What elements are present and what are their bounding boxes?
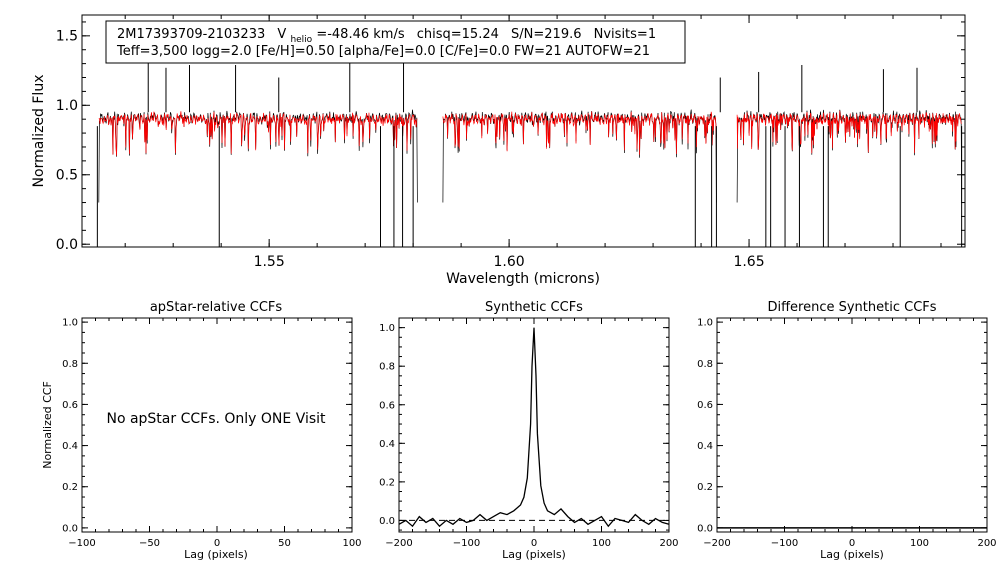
y-tick-label: 0.2 (379, 477, 395, 488)
synthetic-ccf-x-ticks: −200 −100 0 100 200 (385, 318, 679, 549)
apstar-ccf-message: No apStar CCFs. Only ONE Visit (106, 411, 326, 427)
x-tick-label: 100 (910, 538, 929, 549)
spectrum-annotation: 2M17393709-2103233 V helio =-48.46 km/s … (105, 20, 686, 64)
x-tick-label: 1.55 (254, 254, 285, 270)
y-tick-label: 0.6 (697, 400, 713, 411)
x-tick-label: −100 (771, 538, 798, 549)
annotation-line-2: Teff=3,500 logg=2.0 [Fe/H]=0.50 [alpha/F… (116, 44, 650, 59)
y-tick-label: 0.4 (62, 441, 78, 452)
y-tick-label: 1.0 (62, 318, 78, 329)
y-tick-label: 0.8 (697, 359, 713, 370)
y-tick-label: 0.0 (379, 516, 395, 527)
spectrum-plot-area (96, 53, 963, 247)
x-tick-label: 1.60 (494, 254, 525, 270)
synthetic-ccf-panel: Synthetic CCFs −200 −100 0 100 200 0.0 0.2 0.4… (379, 300, 678, 561)
y-tick-label: 1.0 (56, 98, 78, 114)
x-tick-label: 50 (278, 538, 291, 549)
x-tick-label: −100 (68, 538, 95, 549)
model-spectrum-chip-1 (98, 111, 418, 156)
difference-ccf-frame (716, 317, 988, 533)
star-id: 2M17393709-2103233 (117, 27, 265, 42)
y-tick-label: 0.5 (56, 168, 78, 184)
x-tick-label: 200 (659, 538, 678, 549)
apstar-ccf-title: apStar-relative CCFs (150, 300, 283, 315)
synthetic-ccf-curve (398, 327, 670, 528)
annotation-box (105, 20, 686, 64)
apstar-ccf-x-ticks: −100 −50 0 50 100 (68, 318, 362, 549)
y-tick-label: 0.6 (62, 400, 78, 411)
observed-spectrum-chip-2 (442, 109, 717, 203)
synthetic-ccf-plot-area (398, 327, 670, 528)
vhelio-value: =-48.46 km/s (316, 27, 405, 42)
nvisits-value: Nvisits=1 (594, 27, 656, 42)
synthetic-ccf-frame (398, 317, 670, 533)
x-tick-label: −50 (139, 538, 160, 549)
difference-ccf-panel: Difference Synthetic CCFs −200 −100 0 100 20… (697, 300, 996, 561)
y-tick-label: 0.2 (62, 482, 78, 493)
spectrum-panel: 1.55 1.60 1.65 0.0 0.5 1.0 1.5 Wavelength (mi… (31, 14, 966, 287)
synthetic-ccf-y-ticks: 0.0 0.2 0.4 0.6 0.8 1.0 (379, 317, 669, 531)
model-spectrum-chip-3 (736, 110, 962, 154)
y-tick-label: 0.0 (56, 237, 78, 253)
x-tick-label: −200 (385, 538, 412, 549)
model-spectrum-chip-2 (442, 111, 717, 155)
y-tick-label: 0.4 (379, 439, 395, 450)
difference-ccf-title: Difference Synthetic CCFs (767, 300, 936, 315)
y-tick-label: 0.0 (62, 523, 78, 534)
x-tick-label: −200 (703, 538, 730, 549)
y-tick-label: 1.0 (697, 318, 713, 329)
x-tick-label: 200 (977, 538, 996, 549)
apstar-ccf-x-axis-label: Lag (pixels) (184, 548, 248, 561)
y-tick-label: 0.2 (697, 482, 713, 493)
x-tick-label: 100 (592, 538, 611, 549)
difference-ccf-x-axis-label: Lag (pixels) (820, 548, 884, 561)
y-tick-label: 1.5 (56, 29, 78, 45)
y-tick-label: 0.0 (697, 523, 713, 534)
chisq-value: chisq=15.24 (417, 27, 499, 42)
y-tick-label: 1.0 (379, 323, 395, 334)
y-tick-label: 0.8 (379, 362, 395, 373)
y-tick-label: 0.8 (62, 359, 78, 370)
x-tick-label: 0 (849, 538, 855, 549)
x-tick-label: 0 (214, 538, 220, 549)
synthetic-ccf-x-axis-label: Lag (pixels) (502, 548, 566, 561)
spectrum-x-axis-label: Wavelength (microns) (446, 271, 600, 287)
x-tick-label: 100 (342, 538, 361, 549)
x-tick-label: −100 (453, 538, 480, 549)
difference-ccf-y-ticks: 0.0 0.2 0.4 0.6 0.8 1.0 (697, 318, 987, 534)
spectrum-frame (81, 14, 966, 248)
vhelio-subscript: helio (290, 35, 312, 45)
x-tick-label: 1.65 (733, 254, 764, 270)
spectrum-y-axis-label: Normalized Flux (31, 75, 47, 188)
vhelio-label: V (277, 27, 286, 42)
y-tick-label: 0.6 (379, 400, 395, 411)
spectrum-x-ticks: 1.55 1.60 1.65 (124, 15, 942, 270)
sn-value: S/N=219.6 (511, 27, 581, 42)
synthetic-ccf-title: Synthetic CCFs (485, 300, 583, 315)
spectrum-y-ticks: 0.0 0.5 1.0 1.5 (56, 21, 965, 253)
apstar-ccf-y-axis-label: Normalized CCF (41, 381, 54, 469)
difference-ccf-x-ticks: −200 −100 0 100 200 (703, 318, 997, 549)
annotation-line-1: 2M17393709-2103233 V helio =-48.46 km/s … (117, 27, 656, 46)
y-tick-label: 0.4 (697, 441, 713, 452)
apstar-ccf-panel: apStar-relative CCFs −100 −50 0 50 100 0.00.… (41, 300, 362, 561)
x-tick-label: 0 (531, 538, 537, 549)
apstar-ccf-y-ticks: 0.0 0.2 0.4 0.6 0.8 1.0 (62, 318, 352, 534)
